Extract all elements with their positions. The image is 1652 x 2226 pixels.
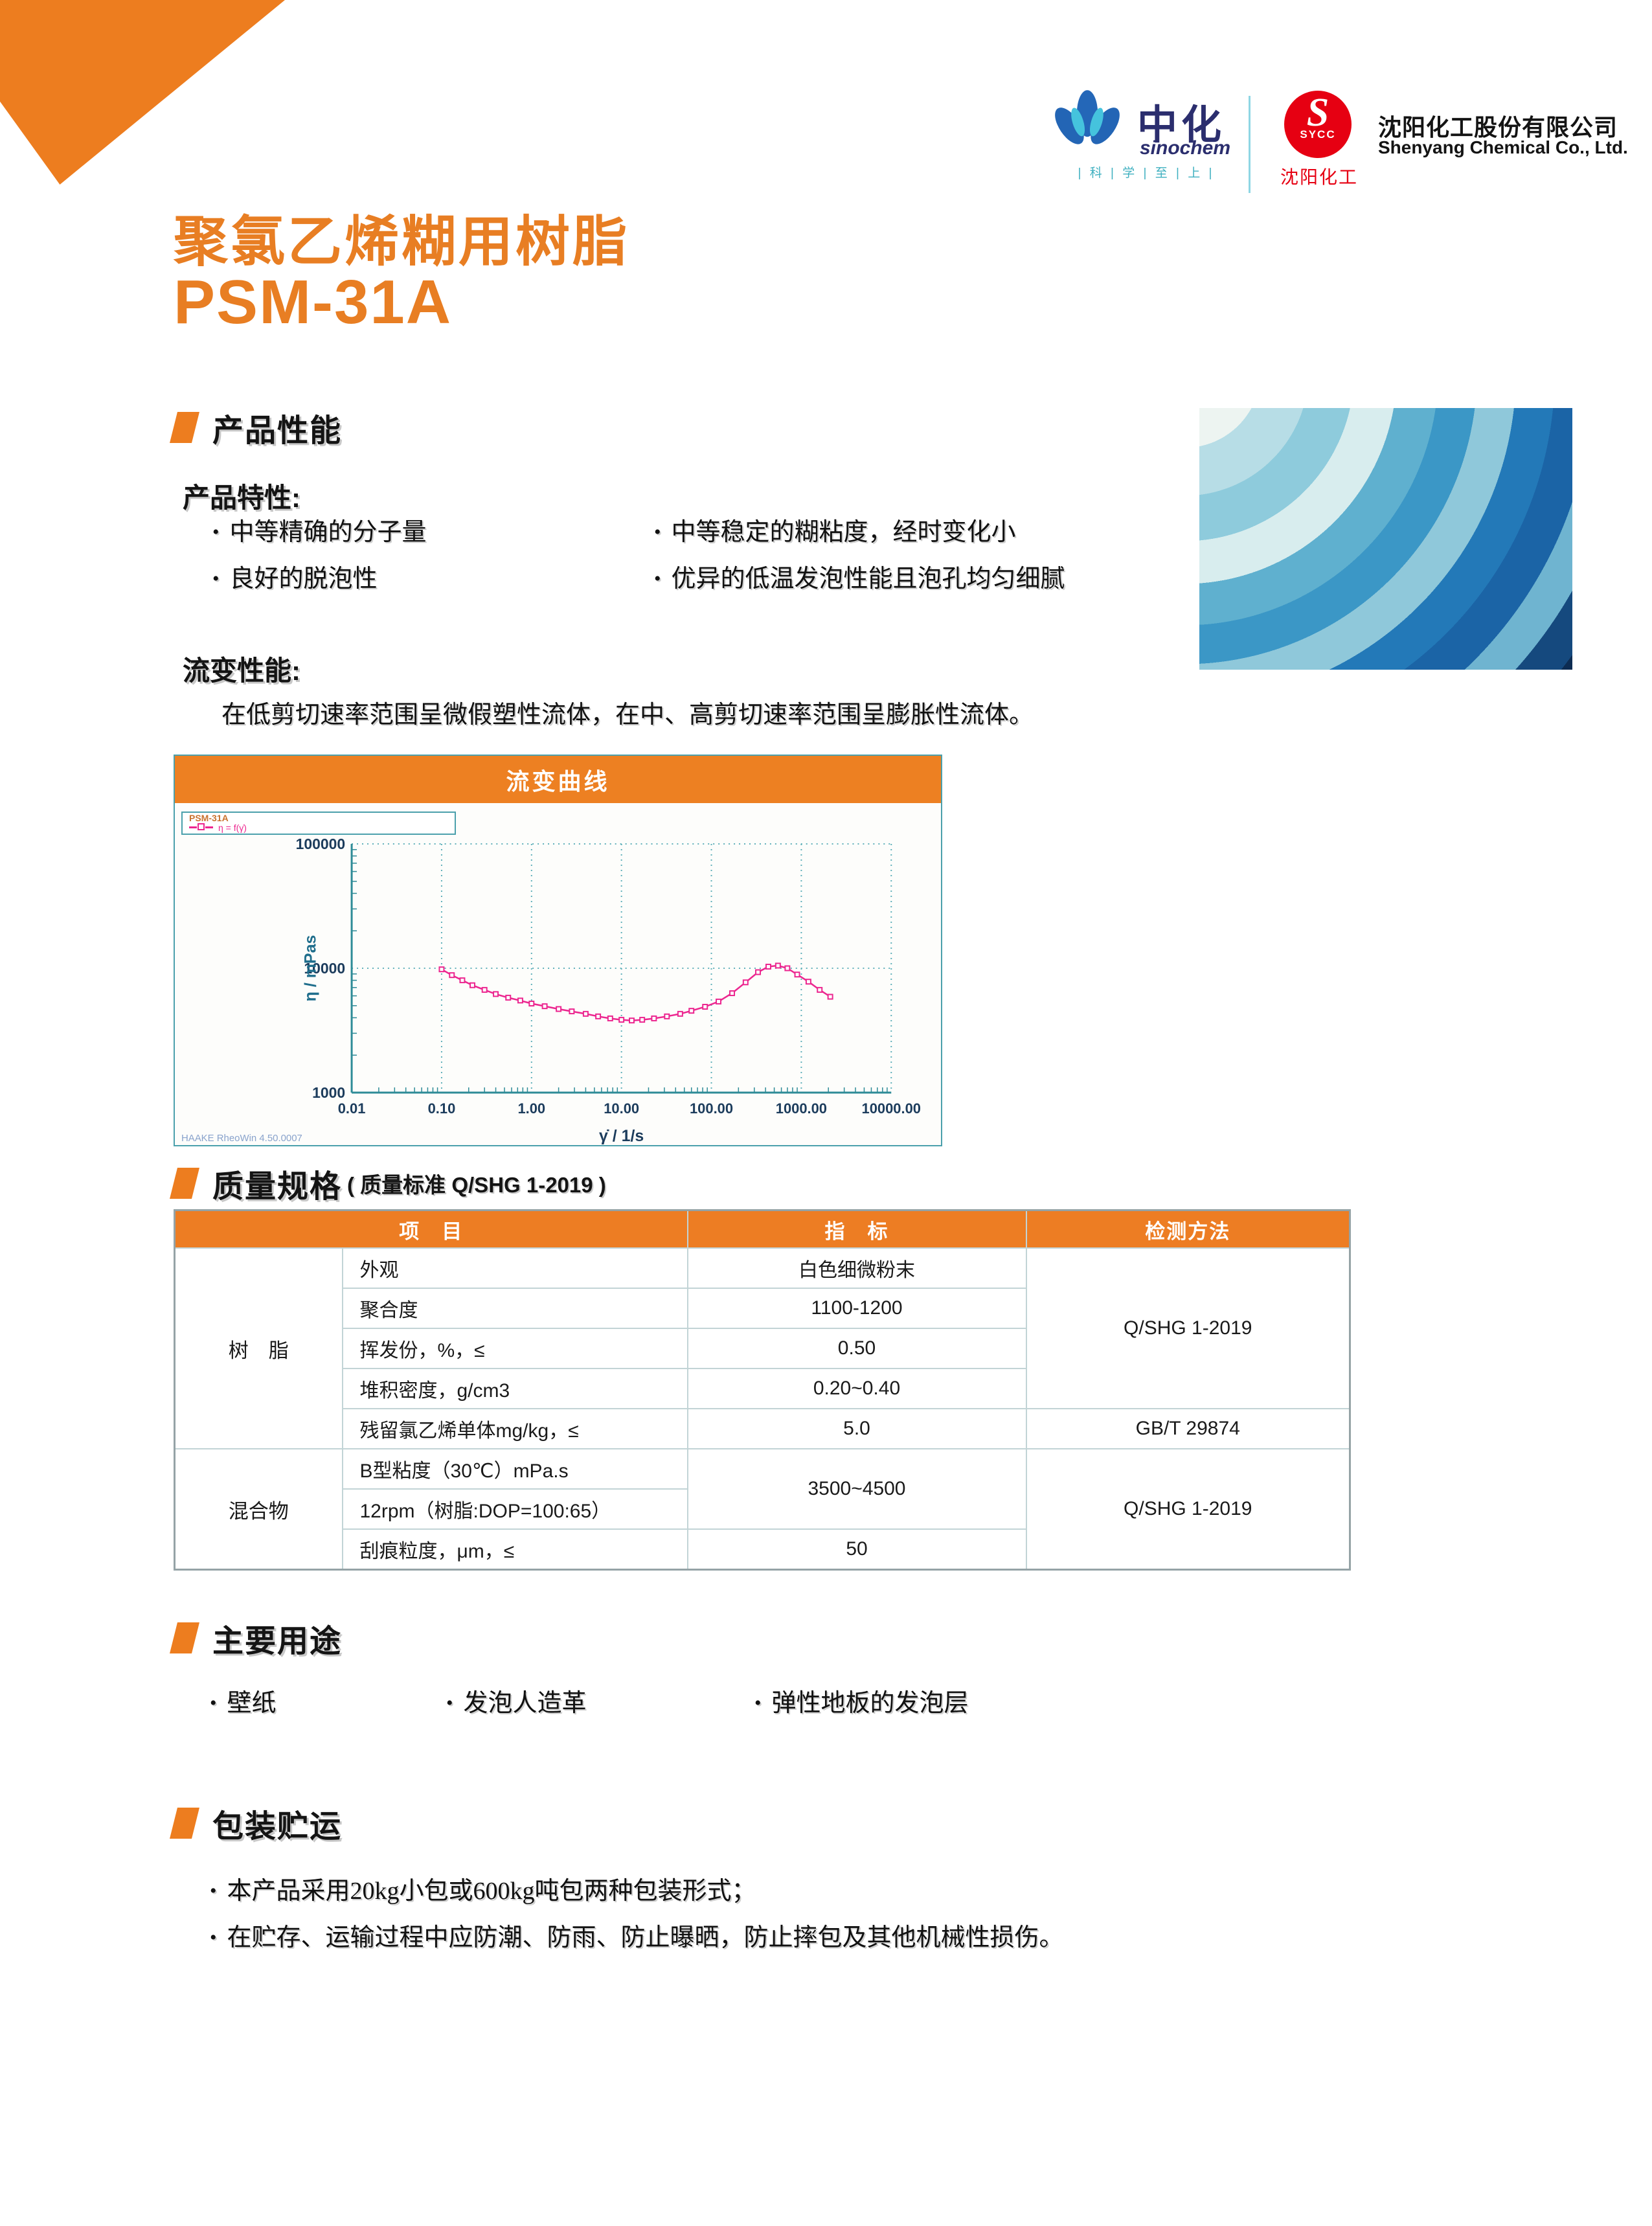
sinochem-wordmark-en: sinochem [1140,137,1231,159]
col-header-method: 检测方法 [1025,1209,1351,1249]
heading-marker-icon [170,1808,199,1839]
chart-body: 0.01 0.10 1.00 10.00 100.00 1000.00 10000.00 10… [175,803,941,1145]
sinochem-wordmark-zh: 中化 [1137,103,1226,148]
svg-text:1.00: 1.00 [517,1100,545,1117]
decorative-blue-arcs-image [1199,408,1572,670]
svg-text:γ̇ / 1/s: γ̇ / 1/s [599,1127,644,1145]
table-row: 12rpm（树脂:DOP=100:65） [175,1488,1350,1530]
svg-text:100.00: 100.00 [690,1100,733,1117]
legend-formula: η = f(γ̇) [218,823,247,833]
chart-title-bar: 流变曲线 [175,756,941,803]
method-vcm: GB/T 29874 [1025,1408,1351,1449]
col-header-item: 项 目 [174,1209,688,1249]
table-row: 混合物 B型粘度（30℃）mPa.s 3500~4500 Q/SHG 1-201… [174,1448,1351,1571]
use-bullet: 弹性地板的发泡层 [754,1683,969,1718]
quality-standard-note: ( 质量标准 Q/SHG 1-2019 ) [347,1173,606,1197]
section-performance-heading: 产品性能 [170,405,342,450]
product-model-title: PSM-31A [174,267,453,337]
svg-text:10000.00: 10000.00 [862,1100,921,1117]
svg-text:0.01: 0.01 [338,1100,366,1117]
group-resin: 树 脂 [174,1247,343,1449]
col-header-value: 指 标 [686,1209,1027,1249]
table-row: 树 脂 外观 白色细微粉末 Q/SHG 1-2019 [174,1247,1351,1449]
section-uses-heading: 主要用途 [170,1615,342,1661]
svg-text:1000.00: 1000.00 [776,1100,827,1117]
packaging-bullet: 在贮存、运输过程中应防潮、防雨、防止曝晒，防止摔包及其他机械性损伤。 [210,1917,1505,1953]
svg-text:0.10: 0.10 [428,1100,456,1117]
table-header-row: 项 目 指 标 检测方法 [174,1209,1351,1249]
viscosity-value: 3500~4500 [686,1448,1027,1530]
company-name-zh: 沈阳化工股份有限公司 [1378,114,1618,141]
traits-label: 产品特性: [183,483,300,513]
packaging-bullet: 本产品采用20kg小包或600kg吨包两种包装形式； [210,1870,1505,1906]
trait-bullet: 中等稳定的糊粘度，经时变化小 [654,512,1016,547]
chart-legend: PSM-31A η = f(γ̇) [181,812,456,835]
table-row: 刮痕粒度，μm，≤ 50 [175,1528,1350,1571]
use-bullet: 壁纸 [210,1683,277,1718]
legend-series-name: PSM-31A [189,813,229,823]
use-bullet: 发泡人造革 [446,1683,587,1718]
sycc-s-glyph: S [1306,91,1330,135]
svg-text:10.00: 10.00 [604,1100,639,1117]
table-row: 挥发份，%，≤ 0.50 [175,1328,1350,1369]
legend-marker-icon [198,823,205,830]
trait-bullet: 良好的脱泡性 [212,558,378,594]
rheology-paragraph: 在低剪切速率范围呈微假塑性流体，在中、高剪切速率范围呈膨胀性流体。 [221,701,1034,729]
legend-line-icon [189,826,197,828]
logo-divider [1249,96,1250,193]
company-name-en: Shenyang Chemical Co., Ltd. [1378,137,1628,157]
trait-bullet: 优异的低温发泡性能且泡孔均匀细腻 [654,558,1065,594]
legend-series-entry: η = f(γ̇) [189,823,448,833]
sycc-caption: 沈阳化工 [1280,167,1359,187]
table-row: 聚合度 1100-1200 [175,1288,1350,1329]
trait-bullet: 中等精确的分子量 [212,512,427,547]
svg-text:10000: 10000 [304,960,345,977]
svg-text:100000: 100000 [296,835,345,852]
svg-text:HAAKE RheoWin 4.50.0007: HAAKE RheoWin 4.50.0007 [181,1133,302,1144]
sinochem-lotus-icon [1055,90,1120,144]
corner-accent-shape [0,0,285,185]
rheology-chart-card: 流变曲线 0.01 0.10 1.00 10.00 100.00 1000.00 10000… [174,755,942,1146]
section-packaging-heading: 包装贮运 [170,1800,342,1846]
svg-text:η / mPas: η / mPas [301,935,319,1002]
heading-marker-icon [170,1622,199,1653]
heading-marker-icon [170,412,199,443]
rheology-label: 流变性能: [183,655,300,686]
quality-spec-table: 项 目 指 标 检测方法 树 脂 外观 白色细微粉末 Q/SHG 1-2019 … [174,1209,1351,1571]
table-row: 残留氯乙烯单体mg/kg，≤ 5.0 GB/T 29874 [175,1408,1351,1449]
rheology-plot: 0.01 0.10 1.00 10.00 100.00 1000.00 10000.00 10… [181,835,921,1145]
table-row: 堆积密度，g/cm3 0.20~0.40 [175,1368,1350,1409]
method-resin: Q/SHG 1-2019 [1025,1247,1351,1409]
product-category-title: 聚氯乙烯糊用树脂 [174,211,630,272]
sycc-logo: S SYCC [1284,91,1352,158]
svg-text:1000: 1000 [312,1084,345,1101]
group-mixture: 混合物 [174,1448,343,1571]
method-mixture: Q/SHG 1-2019 [1025,1448,1351,1571]
sycc-abbr: SYCC [1300,128,1336,141]
section-quality-heading: 质量规格 ( 质量标准 Q/SHG 1-2019 ) [170,1161,606,1206]
heading-marker-icon [170,1168,199,1199]
sinochem-tagline: | 科 | 学 | 至 | 上 | [1078,166,1215,180]
